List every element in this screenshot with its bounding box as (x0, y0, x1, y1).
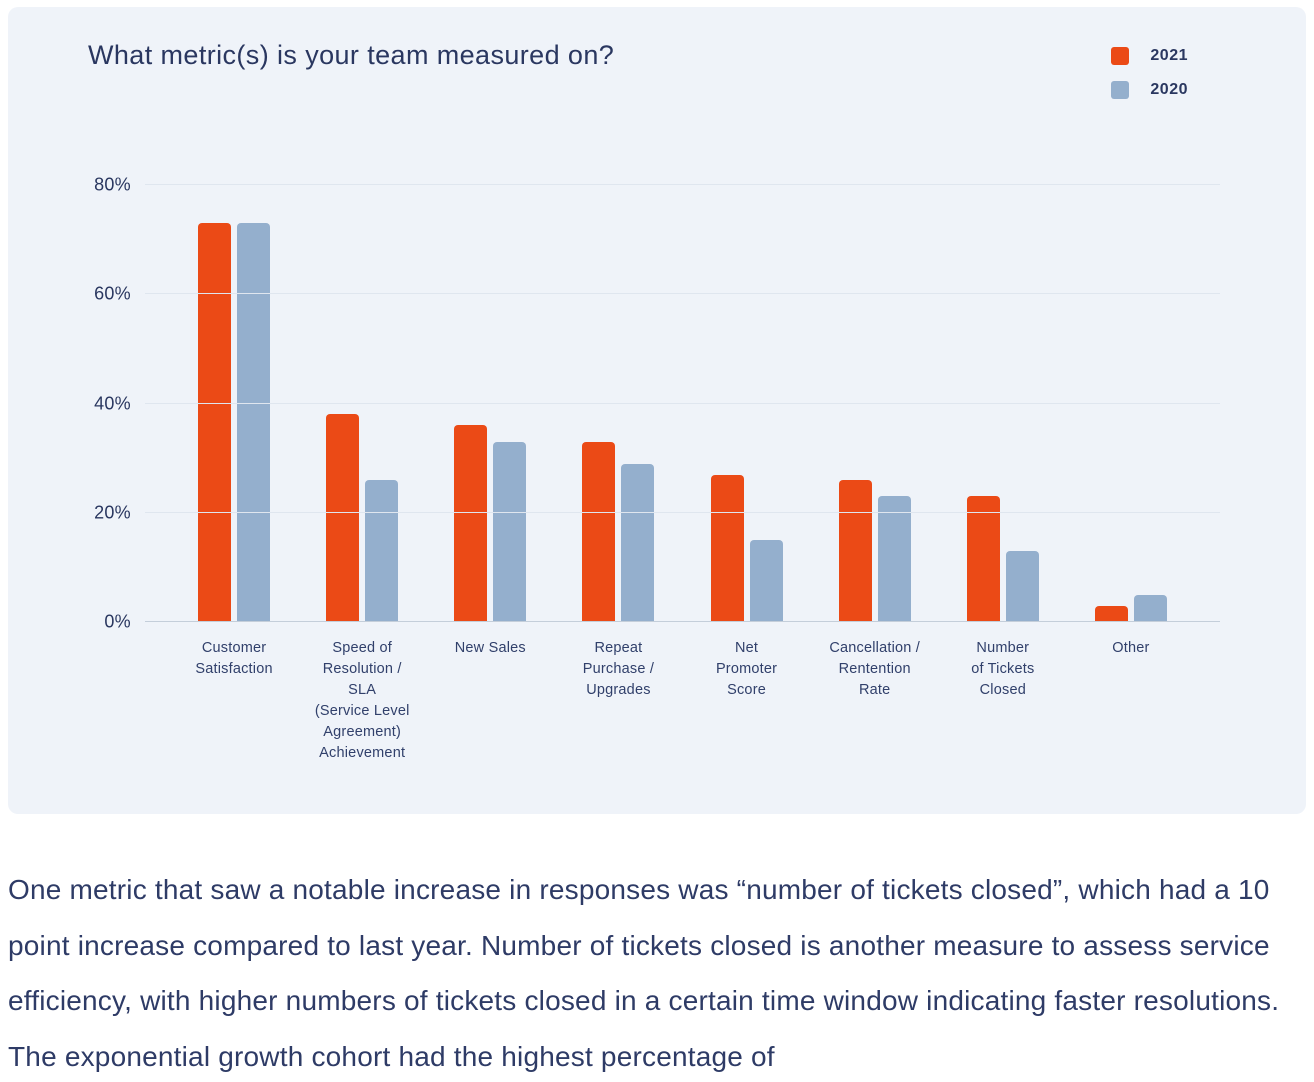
bar-2021 (710, 474, 744, 622)
bar-2020 (1134, 594, 1168, 622)
gridline (145, 184, 1220, 185)
y-axis-tick-label: 0% (104, 611, 131, 632)
bar-2020 (877, 496, 911, 622)
bar-2021 (1095, 605, 1129, 622)
bar-group (683, 185, 810, 622)
x-axis-label: Customer Satisfaction (195, 640, 273, 677)
x-axis-label: Net Promoter Score (715, 640, 778, 698)
legend-label-2020: 2020 (1150, 81, 1188, 98)
bar-2021 (197, 223, 231, 622)
y-axis-tick-label: 60% (94, 283, 131, 304)
bar-groups-row (145, 185, 1220, 622)
bar-2020 (1006, 551, 1040, 622)
x-axis-labels-row: Customer Satisfaction Speed of Resolution… (145, 638, 1220, 764)
y-axis-tick-label: 20% (94, 502, 131, 523)
x-axis-label: Speed of Resolution / SLA (Service Level… (314, 640, 410, 761)
bar-group (811, 185, 938, 622)
legend-item-2021: 2021 (1111, 47, 1188, 65)
commentary-paragraph: One metric that saw a notable increase i… (8, 874, 1280, 1072)
legend: 2021 2020 (1111, 47, 1188, 99)
bar-2020 (621, 463, 655, 622)
gridline (145, 402, 1220, 404)
bar-group (427, 185, 554, 622)
x-axis-label: New Sales (454, 640, 526, 656)
gridline (145, 293, 1220, 295)
x-axis-line (145, 621, 1220, 622)
bar-2021 (838, 479, 872, 622)
bar-2021 (454, 425, 488, 622)
bar-2020 (236, 223, 270, 622)
legend-label-2021: 2021 (1150, 47, 1188, 64)
chart-title: What metric(s) is your team measured on? (88, 40, 615, 70)
bar-2021 (967, 496, 1001, 622)
x-axis-label: Other (1112, 640, 1150, 656)
x-axis-label: Cancellation / Rentention Rate (829, 640, 921, 698)
x-axis-label: Number of Tickets Closed (971, 640, 1035, 698)
bar-group (170, 185, 297, 622)
bar-2020 (749, 540, 783, 622)
plot-area: 0% 20% 40% 60% 80% (94, 175, 1220, 632)
y-axis-tick-label: 40% (94, 393, 131, 413)
bar-group (1068, 185, 1195, 622)
y-axis-tick-label: 80% (94, 174, 131, 195)
bar-group (940, 185, 1067, 622)
bar-2020 (493, 441, 527, 622)
gridline (145, 511, 1220, 513)
x-axis-label: Repeat Purchase / Upgrades (582, 640, 655, 698)
legend-swatch-2020 (1111, 81, 1130, 99)
bar-group (555, 185, 682, 622)
bar-2020 (364, 479, 398, 622)
bar-group (298, 185, 425, 622)
bar-2021 (325, 414, 359, 622)
legend-swatch-2021 (1111, 47, 1130, 65)
chart-card: What metric(s) is your team measured on?… (8, 7, 1306, 814)
bar-2021 (582, 441, 616, 622)
legend-item-2020: 2020 (1111, 81, 1188, 99)
